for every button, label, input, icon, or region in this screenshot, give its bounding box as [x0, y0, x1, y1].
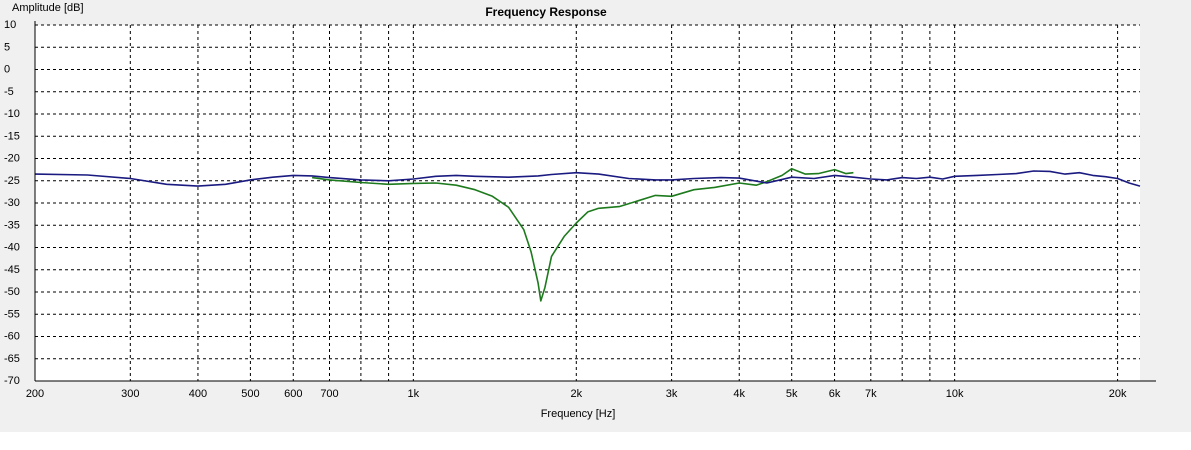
y-tick-label: -5 — [4, 86, 14, 98]
y-tick-label: -25 — [4, 175, 20, 187]
y-axis-label: Amplitude [dB] — [12, 2, 84, 14]
x-tick-label: 4k — [733, 388, 745, 400]
y-tick-label: 0 — [4, 64, 10, 76]
x-tick-label: 200 — [26, 388, 44, 400]
y-tick-label: -15 — [4, 130, 20, 142]
chart-svg: Frequency Response Amplitude [dB] Freque… — [4, 2, 1156, 420]
chart-title: Frequency Response — [485, 5, 607, 19]
x-tick-label: 10k — [946, 388, 964, 400]
y-tick-label: -55 — [4, 308, 20, 320]
x-tick-label: 700 — [320, 388, 338, 400]
x-tick-label: 1k — [408, 388, 420, 400]
y-tick-label: -45 — [4, 264, 20, 276]
y-tick-label: -30 — [4, 197, 20, 209]
x-tick-label: 500 — [241, 388, 259, 400]
y-tick-label: -20 — [4, 153, 20, 165]
series-line-1 — [311, 167, 854, 302]
y-tick-label: -60 — [4, 331, 20, 343]
y-tick-label: -70 — [4, 375, 20, 387]
y-tick-label: -35 — [4, 219, 20, 231]
x-tick-label: 2k — [570, 388, 582, 400]
x-tick-label: 400 — [189, 388, 207, 400]
x-tick-label: 5k — [786, 388, 798, 400]
y-tick-label: -50 — [4, 286, 20, 298]
y-tick-label: -65 — [4, 353, 20, 365]
y-tick-label: -40 — [4, 242, 20, 254]
x-tick-label: 20k — [1109, 388, 1127, 400]
x-axis-label: Frequency [Hz] — [541, 408, 616, 420]
y-tick-label: -10 — [4, 108, 20, 120]
x-tick-label: 6k — [829, 388, 841, 400]
x-tick-label: 3k — [666, 388, 678, 400]
x-tick-label: 7k — [865, 388, 877, 400]
x-tick-label: 300 — [121, 388, 139, 400]
series-line-0 — [34, 170, 1141, 187]
frequency-response-chart: Frequency Response Amplitude [dB] Freque… — [0, 0, 1191, 432]
y-tick-label: 10 — [4, 19, 16, 31]
x-tick-label: 600 — [284, 388, 302, 400]
y-tick-label: 5 — [4, 41, 10, 53]
